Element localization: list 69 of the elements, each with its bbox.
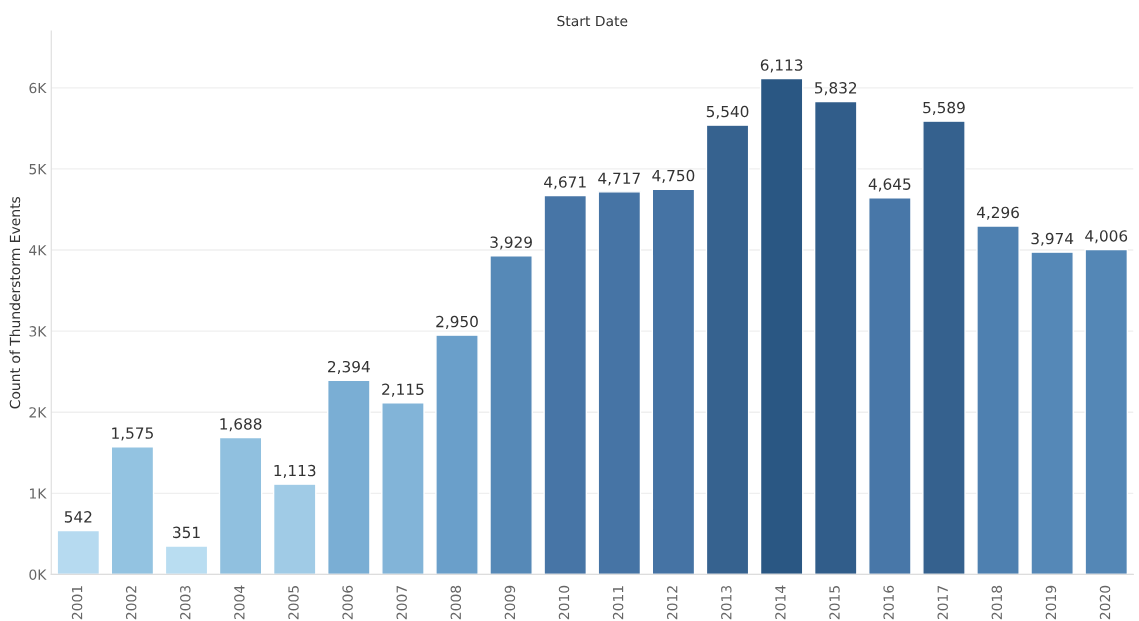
x-tick-label: 2018 (991, 585, 1003, 620)
data-label: 2,115 (382, 383, 424, 397)
data-label: 3,974 (1031, 232, 1074, 246)
x-tick-label: 2007 (396, 586, 407, 620)
chart-title: Start Date (557, 15, 628, 27)
x-tick-label: 2010 (558, 585, 570, 620)
x-tick-label: 2001 (71, 586, 83, 620)
bar (1084, 248, 1129, 575)
x-tick-label: 2002 (125, 586, 137, 620)
bar (218, 436, 263, 575)
x-tick-label: 2014 (775, 585, 786, 620)
bar (381, 402, 425, 575)
y-tick-label: 2K (29, 407, 47, 418)
data-label: 5,832 (815, 82, 857, 96)
x-tick-label: 2009 (504, 585, 516, 620)
bar (272, 483, 317, 575)
y-axis-title: Count of Thunderstorm Events (9, 196, 21, 409)
y-tick-label: 3K (29, 326, 47, 337)
data-label: 542 (64, 511, 92, 523)
x-tick-label: 2015 (829, 586, 840, 620)
data-label: 4,717 (598, 172, 640, 186)
x-tick-label: 2017 (937, 586, 948, 620)
bar (922, 120, 966, 575)
data-label: 6,113 (760, 59, 803, 73)
data-label: 1,688 (220, 418, 262, 432)
x-tick-label: 2013 (721, 585, 732, 620)
bar (759, 77, 804, 575)
bar (56, 529, 101, 575)
x-tick-label: 2020 (1099, 585, 1111, 620)
data-label: 2,394 (328, 360, 370, 374)
bar (327, 379, 371, 575)
data-label: 2,950 (436, 315, 478, 329)
y-tick-label: 6K (29, 82, 47, 94)
y-tick-label: 0K (29, 569, 47, 580)
x-tick-label: 2016 (883, 585, 894, 620)
data-label: 1,575 (112, 427, 153, 441)
bar (976, 225, 1020, 575)
bar (705, 124, 750, 575)
y-tick-label: 5K (29, 164, 47, 175)
bar (597, 191, 642, 575)
x-tick-label: 2019 (1045, 585, 1057, 620)
bar (813, 100, 858, 575)
data-label: 1,113 (274, 464, 316, 478)
y-tick-label: 4K (29, 245, 47, 256)
bar (110, 445, 155, 575)
bar (868, 197, 912, 575)
bar (489, 255, 533, 575)
data-label: 4,671 (544, 176, 586, 190)
bar (543, 194, 588, 575)
data-label: 4,296 (976, 206, 1019, 220)
bar (651, 188, 696, 575)
data-label: 4,750 (652, 169, 695, 183)
x-tick-label: 2012 (666, 586, 678, 620)
x-tick-label: 2006 (342, 585, 353, 620)
x-tick-label: 2008 (450, 585, 462, 620)
x-tick-label: 2005 (288, 586, 299, 620)
data-label: 5,540 (706, 105, 749, 119)
y-tick-label: 1K (29, 488, 47, 499)
data-label: 4,006 (1085, 230, 1128, 244)
x-tick-label: 2011 (612, 586, 624, 620)
bar (435, 334, 479, 575)
data-label: 351 (173, 526, 200, 539)
x-tick-label: 2004 (234, 585, 245, 620)
bar (1030, 251, 1074, 575)
bar (164, 545, 209, 575)
x-tick-label: 2003 (180, 585, 191, 620)
data-label: 4,645 (868, 178, 911, 192)
data-label: 5,589 (923, 101, 965, 115)
data-label: 3,929 (490, 236, 532, 250)
